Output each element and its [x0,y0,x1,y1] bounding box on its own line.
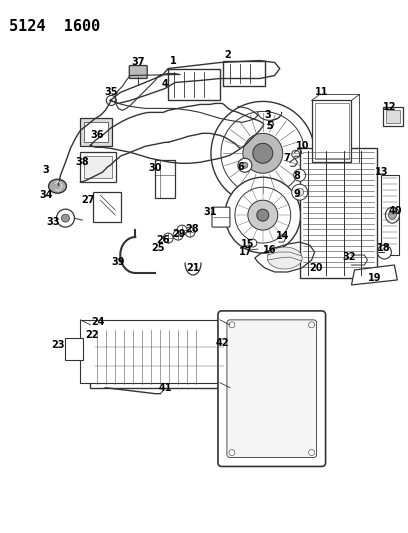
Circle shape [243,133,283,173]
Text: 34: 34 [40,190,53,200]
Circle shape [249,239,257,247]
Ellipse shape [386,207,399,223]
Text: 37: 37 [131,56,145,67]
Bar [155,160,175,198]
Circle shape [177,225,187,235]
Text: 19: 19 [368,273,381,283]
Circle shape [163,233,173,243]
Bar [223,61,265,86]
Text: 6: 6 [237,162,244,172]
Circle shape [242,162,248,168]
Text: 36: 36 [91,131,104,140]
Text: 7: 7 [283,154,290,163]
Text: 21: 21 [186,263,200,273]
Bar [91,325,230,387]
Circle shape [211,101,315,205]
Circle shape [56,209,74,227]
Bar [168,69,220,100]
Bar [315,103,348,159]
Text: 13: 13 [375,167,388,177]
Circle shape [106,95,116,106]
Circle shape [296,188,304,196]
Text: 16: 16 [263,245,277,255]
Bar [386,110,400,123]
Text: 33: 33 [47,217,60,227]
Text: 10: 10 [296,141,309,151]
Text: 5: 5 [266,122,273,131]
Circle shape [292,150,299,158]
Circle shape [294,169,306,181]
Text: 2: 2 [224,50,231,60]
FancyBboxPatch shape [227,320,317,457]
Text: 1: 1 [170,55,177,66]
Text: 26: 26 [156,235,170,245]
Circle shape [173,230,183,240]
Text: 29: 29 [172,229,186,239]
Bar [84,123,109,142]
Text: 14: 14 [276,231,290,241]
Circle shape [229,449,235,456]
Bar [93,192,121,222]
Text: 27: 27 [82,195,95,205]
Text: 39: 39 [111,257,125,267]
Circle shape [225,177,301,253]
Circle shape [257,209,269,221]
Text: 23: 23 [52,340,65,350]
Text: 30: 30 [149,163,162,173]
Circle shape [308,449,315,456]
Text: 25: 25 [151,243,165,253]
Text: 28: 28 [185,224,199,234]
Circle shape [388,211,396,219]
Bar [299,148,377,278]
Text: 41: 41 [158,383,172,393]
Bar [84,156,112,178]
FancyBboxPatch shape [212,207,230,227]
Text: 5124  1600: 5124 1600 [9,19,100,34]
Text: 12: 12 [383,102,396,112]
Text: 9: 9 [293,189,300,199]
Text: 3: 3 [42,165,49,175]
Circle shape [253,143,273,163]
Bar [381,175,399,255]
Polygon shape [352,265,397,285]
Text: 17: 17 [239,247,253,257]
FancyBboxPatch shape [129,66,147,78]
Circle shape [229,322,235,328]
Circle shape [185,227,195,237]
Text: 24: 24 [92,317,105,327]
Circle shape [62,214,69,222]
Text: 4: 4 [162,79,169,90]
Text: 20: 20 [309,263,322,273]
Circle shape [377,245,391,259]
Text: 15: 15 [241,239,255,249]
Text: 8: 8 [293,171,300,181]
Text: 42: 42 [215,338,229,348]
Circle shape [238,158,252,172]
FancyBboxPatch shape [384,108,404,126]
Text: 35: 35 [104,87,118,98]
Text: 18: 18 [377,243,390,253]
Circle shape [308,322,315,328]
Ellipse shape [267,247,302,269]
Circle shape [235,187,291,243]
Bar [65,338,83,360]
Text: 38: 38 [75,157,89,167]
Circle shape [221,111,305,195]
Bar [80,320,220,383]
Bar [80,152,116,182]
Text: 31: 31 [203,207,217,217]
Text: 22: 22 [86,330,99,340]
Circle shape [292,184,308,200]
Text: 32: 32 [343,252,356,262]
Ellipse shape [49,179,67,193]
Bar [312,100,352,162]
FancyBboxPatch shape [218,311,326,466]
Bar [80,118,112,147]
Text: 11: 11 [315,87,328,98]
Text: 40: 40 [388,206,402,216]
Text: 3: 3 [264,110,271,120]
Circle shape [248,200,278,230]
